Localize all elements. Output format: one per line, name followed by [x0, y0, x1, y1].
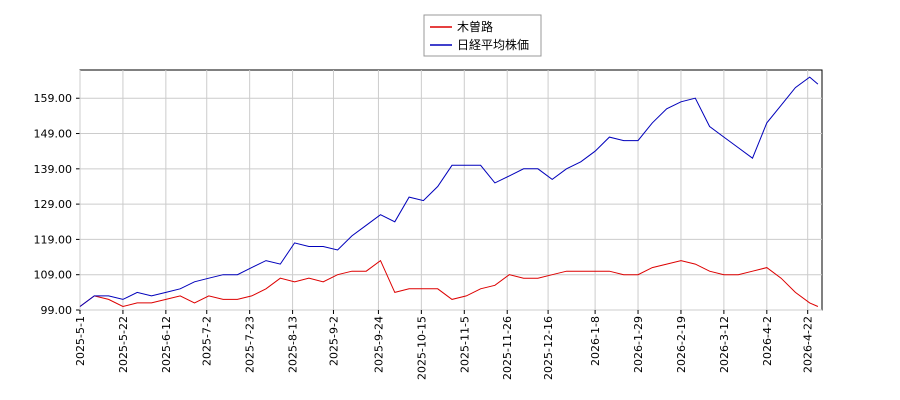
series-line	[79, 76, 819, 307]
y-tick-label: 159.00	[34, 92, 73, 105]
y-tick-label: 139.00	[34, 163, 73, 176]
x-tick-label: 2026-4-2	[761, 316, 774, 366]
x-tick-label: 2025-5-22	[117, 316, 130, 373]
legend-label: 木曽路	[457, 19, 493, 34]
y-tick-label: 119.00	[34, 233, 73, 246]
x-tick-label: 2025-8-13	[287, 316, 300, 373]
x-tick-label: 2026-1-8	[589, 316, 602, 366]
x-tick-label: 2026-2-19	[675, 316, 688, 373]
y-tick-label: 149.00	[34, 128, 73, 141]
x-tick-label: 2025-9-24	[372, 316, 385, 373]
y-tick-label: 129.00	[34, 198, 73, 211]
x-tick-label: 2025-6-12	[160, 316, 173, 373]
x-tick-label: 2025-11-26	[501, 316, 514, 380]
x-tick-label: 2025-7-23	[244, 316, 257, 373]
x-tick-label: 2025-12-16	[542, 316, 555, 380]
x-tick-label: 2025-7-2	[201, 316, 214, 366]
x-tick-label: 2026-1-29	[632, 316, 645, 373]
y-tick-label: 99.00	[41, 304, 73, 317]
legend-label: 日経平均株価	[457, 37, 529, 52]
x-tick-label: 2025-9-2	[327, 316, 340, 366]
plot-area	[79, 69, 823, 311]
x-tick-label: 2026-4-22	[802, 316, 815, 373]
x-tick-label: 2025-10-15	[415, 316, 428, 380]
x-tick-label: 2025-5-1	[74, 316, 87, 366]
x-tick-label: 2026-3-12	[718, 316, 731, 373]
series-line	[79, 259, 819, 308]
y-tick-label: 109.00	[34, 269, 73, 282]
legend	[423, 14, 542, 57]
x-tick-label: 2025-11-5	[458, 316, 471, 373]
